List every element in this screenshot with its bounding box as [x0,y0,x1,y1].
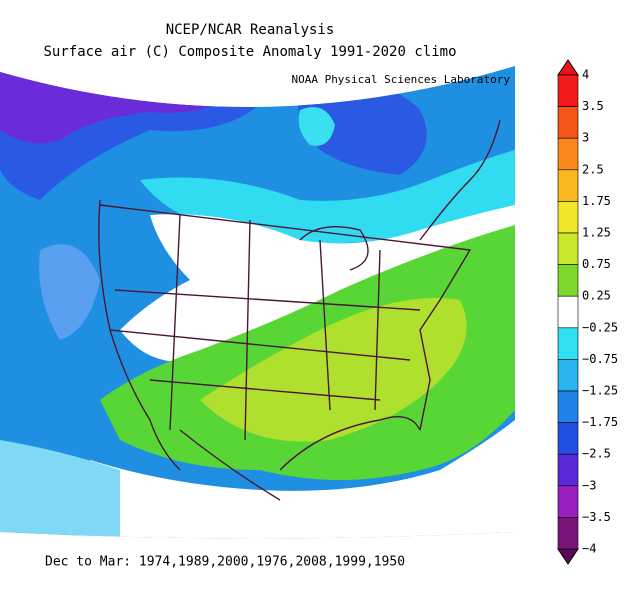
colorbar-label: −0.25 [582,320,618,334]
subtitle: Surface air (C) Composite Anomaly 1991-2… [43,44,456,60]
colorbar-label: −2.5 [582,447,611,461]
colorbar-label: −3 [582,478,596,492]
colorbar-segment [557,390,579,423]
colorbar-segment [557,453,579,487]
colorbar-label: −3.5 [582,510,611,524]
colorbar-label: 3.5 [582,99,604,113]
colorbar-segment [557,485,579,518]
colorbar-segment [557,359,579,392]
colorbar-segment [557,137,579,171]
colorbar: 4 3.5 3 2.5 1.75 1.25 0.75 0.25 −0.25 −0.75 −1.25 −… [557,59,618,565]
coastlines [98,119,501,501]
colorbar-segment [557,327,579,360]
colorbar-segment [557,264,579,297]
colorbar-label: 2.5 [582,162,604,176]
colorbar-segment [557,74,579,107]
colorbar-label: 0.25 [582,289,611,303]
credit: NOAA Physical Sciences Laboratory [291,73,510,86]
colorbar-segment [557,517,579,550]
colorbar-label: −4 [582,542,596,556]
colorbar-top [557,59,579,76]
colorbar-segment [557,295,579,329]
colorbar-label: 0.75 [582,257,611,271]
title: NCEP/NCAR Reanalysis [166,22,335,38]
colorbar-bottom [557,548,579,565]
anomaly-map [0,66,515,539]
colorbar-label: −1.75 [582,415,618,429]
colorbar-label: −1.25 [582,384,618,398]
footer: Dec to Mar: 1974,1989,2000,1976,2008,199… [45,555,405,570]
colorbar-segment [557,106,579,139]
colorbar-segment [557,422,579,455]
colorbar-label: −0.75 [582,352,618,366]
colorbar-label: 4 [582,68,589,82]
colorbar-label: 1.75 [582,194,611,208]
colorbar-segment [557,169,579,202]
colorbar-segment [557,232,579,265]
colorbar-segment [557,201,579,234]
colorbar-label: 1.25 [582,226,611,240]
colorbar-label: 3 [582,131,589,145]
